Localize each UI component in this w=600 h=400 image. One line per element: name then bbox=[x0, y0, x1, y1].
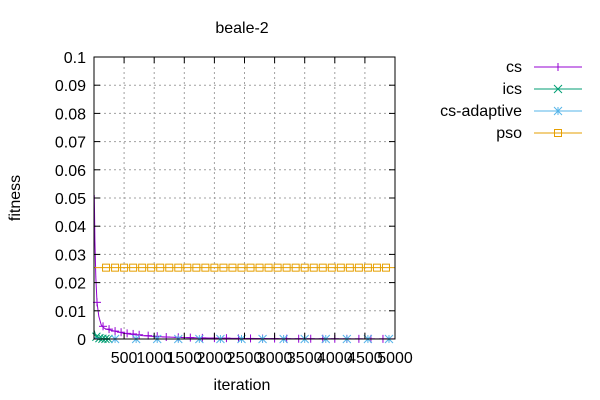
data-point-pso bbox=[174, 263, 183, 272]
series-pso bbox=[94, 263, 395, 272]
data-point-pso bbox=[228, 263, 237, 272]
x-axis-label: iteration bbox=[214, 377, 271, 394]
x-tick-label: 4500 bbox=[347, 350, 383, 367]
y-axis: 0 0.01 0.02 0.03 0.04 0.05 0.06 0.07 0.08 0.09 0.1 bbox=[55, 50, 395, 349]
y-tick-label: 0.06 bbox=[55, 163, 86, 180]
y-tick-label: 0.1 bbox=[64, 50, 86, 67]
data-point-pso bbox=[165, 263, 174, 272]
data-point-cs bbox=[144, 331, 153, 340]
series-layer bbox=[92, 195, 396, 344]
data-point-cs bbox=[135, 330, 144, 339]
x-tick-label: 1000 bbox=[136, 350, 172, 367]
x-tick-label: 3000 bbox=[257, 350, 293, 367]
legend-marker-cs-adaptive-b bbox=[553, 106, 563, 116]
data-point-pso bbox=[318, 263, 327, 272]
x-tick-label: 2000 bbox=[197, 350, 233, 367]
data-point-pso bbox=[327, 263, 336, 272]
legend-marker-ics-b bbox=[553, 84, 563, 94]
data-point-pso bbox=[381, 263, 390, 272]
y-tick-label: 0.05 bbox=[55, 191, 86, 208]
data-point-pso bbox=[255, 263, 264, 272]
x-tick-label: 500 bbox=[111, 350, 138, 367]
data-point-cs bbox=[117, 328, 126, 337]
legend-label-ics: ics bbox=[502, 81, 522, 98]
y-tick-label: 0.02 bbox=[55, 276, 86, 293]
x-tick-label: 1500 bbox=[167, 350, 203, 367]
data-point-pso bbox=[237, 263, 246, 272]
legend-marker-pso bbox=[554, 129, 562, 137]
legend-label-pso: pso bbox=[496, 125, 522, 142]
data-point-cs bbox=[99, 322, 108, 331]
data-point-pso bbox=[129, 263, 138, 272]
data-point-pso bbox=[210, 263, 219, 272]
data-point-pso bbox=[300, 263, 309, 272]
legend-label-cs: cs bbox=[506, 59, 522, 76]
data-point-pso bbox=[183, 263, 192, 272]
data-point-pso bbox=[354, 263, 363, 272]
data-point-pso bbox=[309, 263, 318, 272]
legend: cs ics cs-adaptive pso bbox=[440, 59, 582, 142]
y-tick-label: 0.03 bbox=[55, 247, 86, 264]
y-tick-label: 0 bbox=[77, 332, 86, 349]
grid bbox=[94, 57, 395, 339]
data-point-pso bbox=[147, 263, 156, 272]
data-point-pso bbox=[273, 263, 282, 272]
data-point-pso bbox=[345, 263, 354, 272]
data-point-pso bbox=[246, 263, 255, 272]
data-point-pso bbox=[372, 263, 381, 272]
legend-label-cs-adaptive: cs-adaptive bbox=[440, 103, 522, 120]
legend-marker-cs-adaptive bbox=[553, 106, 563, 116]
data-point-pso bbox=[102, 263, 111, 272]
data-point-pso bbox=[219, 263, 228, 272]
y-tick-label: 0.07 bbox=[55, 135, 86, 152]
data-point-cs bbox=[222, 334, 231, 343]
data-point-pso bbox=[336, 263, 345, 272]
x-tick-label: 3500 bbox=[287, 350, 323, 367]
data-point-cs bbox=[186, 333, 195, 342]
x-tick-label: 4000 bbox=[317, 350, 353, 367]
y-tick-label: 0.01 bbox=[55, 304, 86, 321]
x-tick-label: 2500 bbox=[227, 350, 263, 367]
data-point-cs bbox=[105, 325, 114, 334]
y-tick-label: 0.08 bbox=[55, 106, 86, 123]
y-axis-label: fitness bbox=[7, 175, 24, 221]
data-point-cs bbox=[246, 334, 255, 343]
data-point-pso bbox=[363, 263, 372, 272]
data-point-pso bbox=[138, 263, 147, 272]
x-tick-label: 5000 bbox=[377, 350, 413, 367]
y-tick-label: 0.09 bbox=[55, 78, 86, 95]
data-point-pso bbox=[291, 263, 300, 272]
y-tick-label: 0.04 bbox=[55, 219, 86, 236]
data-point-pso bbox=[156, 263, 165, 272]
data-point-pso bbox=[120, 263, 129, 272]
data-point-pso bbox=[264, 263, 273, 272]
data-point-pso bbox=[201, 263, 210, 272]
data-point-cs bbox=[111, 327, 120, 336]
data-point-pso bbox=[282, 263, 291, 272]
legend-marker-ics bbox=[553, 84, 563, 94]
data-point-pso bbox=[111, 263, 120, 272]
data-point-cs bbox=[162, 333, 171, 342]
data-point-pso bbox=[192, 263, 201, 272]
legend-marker-cs bbox=[554, 63, 562, 71]
chart-title: beale-2 bbox=[215, 20, 268, 37]
